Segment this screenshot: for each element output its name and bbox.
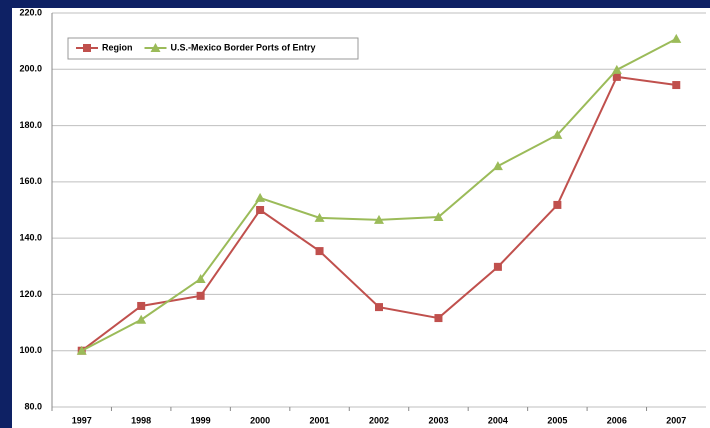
x-tick-label: 2005 — [547, 415, 567, 425]
data-point — [196, 291, 205, 300]
y-tick-label: 160.0 — [19, 176, 42, 186]
data-point — [137, 301, 146, 310]
x-tick-label: 2004 — [488, 415, 508, 425]
data-point — [493, 262, 502, 271]
data-point — [315, 247, 324, 256]
data-point — [552, 129, 563, 139]
data-point — [492, 161, 503, 171]
data-point — [671, 33, 682, 43]
legend-label: U.S.-Mexico Border Ports of Entry — [171, 42, 316, 52]
y-tick-label: 140.0 — [19, 233, 42, 243]
data-point — [375, 303, 383, 312]
y-tick-label: 100.0 — [19, 345, 42, 355]
data-point — [434, 314, 443, 323]
y-tick-label: 180.0 — [19, 120, 42, 130]
x-tick-label: 1999 — [191, 415, 211, 425]
y-tick-label: 200.0 — [19, 64, 42, 74]
data-point — [256, 206, 265, 214]
x-tick-label: 2006 — [607, 415, 627, 425]
legend-box — [67, 37, 359, 60]
data-point — [612, 72, 621, 81]
x-tick-label: 2000 — [250, 415, 270, 425]
legend-marker — [150, 43, 161, 52]
data-point — [195, 273, 206, 283]
y-tick-label: 80.0 — [24, 401, 42, 411]
data-point — [314, 212, 325, 222]
data-point — [672, 81, 681, 90]
chart-area — [12, 8, 710, 428]
x-tick-label: 2007 — [666, 415, 686, 425]
data-point — [553, 200, 562, 209]
data-point — [255, 192, 266, 202]
legend-marker — [83, 44, 91, 52]
x-tick-label: 1998 — [131, 415, 151, 425]
x-tick-label: 2003 — [428, 415, 448, 425]
y-tick-label: 120.0 — [19, 289, 42, 299]
data-point — [136, 314, 147, 324]
x-tick-label: 1997 — [72, 415, 92, 425]
x-tick-label: 2001 — [310, 415, 330, 425]
x-tick-label: 2002 — [369, 415, 389, 425]
data-point — [611, 64, 622, 74]
y-tick-label: 220.0 — [19, 7, 42, 17]
legend-label: Region — [102, 42, 133, 52]
data-point — [433, 212, 444, 222]
data-point — [374, 214, 384, 224]
data-point — [76, 345, 87, 355]
